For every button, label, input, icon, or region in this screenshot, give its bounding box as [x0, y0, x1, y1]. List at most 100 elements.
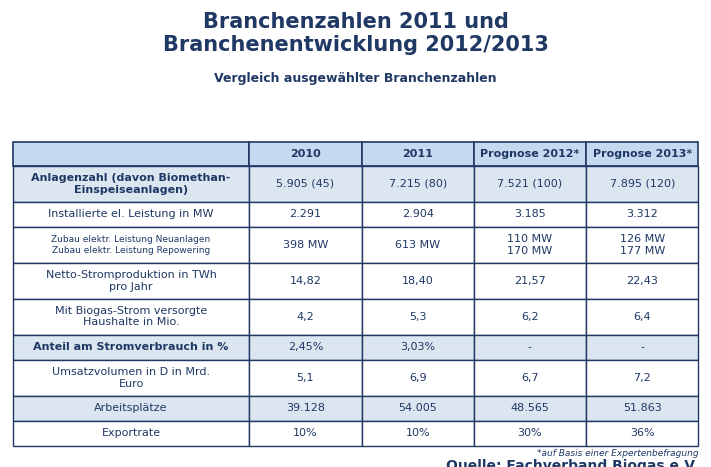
Bar [586, 396, 698, 421]
Text: 10%: 10% [405, 428, 430, 439]
Text: 6,4: 6,4 [634, 311, 651, 322]
Text: 51.863: 51.863 [623, 403, 661, 413]
Bar [586, 166, 698, 202]
Text: 4,2: 4,2 [296, 311, 314, 322]
Text: 2011: 2011 [402, 149, 433, 159]
Bar [13, 396, 250, 421]
Text: -: - [640, 342, 644, 352]
Bar [586, 142, 698, 166]
Bar [586, 227, 698, 263]
Bar [474, 421, 586, 446]
Text: Anlagenzahl (davon Biomethan-
Einspeiseanlagen): Anlagenzahl (davon Biomethan- Einspeisea… [31, 173, 230, 195]
Bar [361, 166, 474, 202]
Bar [361, 421, 474, 446]
Bar [13, 360, 250, 396]
Bar [250, 142, 361, 166]
Text: Installierte el. Leistung in MW: Installierte el. Leistung in MW [48, 209, 214, 219]
Text: 14,82: 14,82 [289, 276, 321, 286]
Text: 2010: 2010 [290, 149, 321, 159]
Bar [13, 263, 250, 299]
Bar [586, 263, 698, 299]
Bar [13, 166, 250, 202]
Text: -: - [528, 342, 532, 352]
Text: Exportrate: Exportrate [102, 428, 161, 439]
Text: Umsatzvolumen in D in Mrd.
Euro: Umsatzvolumen in D in Mrd. Euro [52, 367, 210, 389]
Bar [13, 421, 250, 446]
Text: 7.895 (120): 7.895 (120) [609, 179, 675, 189]
Bar [250, 396, 361, 421]
Text: 30%: 30% [518, 428, 542, 439]
Bar [250, 166, 361, 202]
Text: 6,7: 6,7 [521, 373, 539, 383]
Bar [13, 299, 250, 335]
Text: 7.215 (80): 7.215 (80) [388, 179, 447, 189]
Bar [474, 263, 586, 299]
Text: Netto-Stromproduktion in TWh
pro Jahr: Netto-Stromproduktion in TWh pro Jahr [46, 270, 216, 291]
Text: 7.521 (100): 7.521 (100) [498, 179, 562, 189]
Bar [361, 202, 474, 227]
Text: 39.128: 39.128 [286, 403, 325, 413]
Text: 6,2: 6,2 [521, 311, 539, 322]
Bar [250, 360, 361, 396]
Text: 6,9: 6,9 [409, 373, 427, 383]
Bar [250, 335, 361, 360]
Bar [586, 202, 698, 227]
Text: *auf Basis einer Expertenbefragung: *auf Basis einer Expertenbefragung [537, 449, 698, 458]
Bar [586, 335, 698, 360]
Text: 36%: 36% [630, 428, 655, 439]
Bar [13, 227, 250, 263]
Text: 2,45%: 2,45% [288, 342, 323, 352]
Bar [586, 360, 698, 396]
Bar [586, 299, 698, 335]
Text: 3.185: 3.185 [514, 209, 546, 219]
Text: 126 MW
177 MW: 126 MW 177 MW [619, 234, 665, 255]
Bar [474, 166, 586, 202]
Bar [474, 142, 586, 166]
Text: 5,1: 5,1 [296, 373, 314, 383]
Bar [250, 202, 361, 227]
Text: Quelle: Fachverband Biogas e.V.: Quelle: Fachverband Biogas e.V. [446, 459, 698, 467]
Text: 2.291: 2.291 [289, 209, 321, 219]
Bar [474, 202, 586, 227]
Text: 22,43: 22,43 [626, 276, 658, 286]
Bar [361, 360, 474, 396]
Bar [474, 396, 586, 421]
Bar [361, 263, 474, 299]
Text: Vergleich ausgewählter Branchenzahlen: Vergleich ausgewählter Branchenzahlen [214, 72, 497, 85]
Bar [361, 227, 474, 263]
Bar [13, 202, 250, 227]
Text: 398 MW: 398 MW [283, 240, 328, 250]
Text: Arbeitsplätze: Arbeitsplätze [95, 403, 168, 413]
Bar [250, 421, 361, 446]
Text: 3.312: 3.312 [626, 209, 658, 219]
Text: 21,57: 21,57 [514, 276, 546, 286]
Bar [250, 227, 361, 263]
Text: Prognose 2012*: Prognose 2012* [480, 149, 579, 159]
Bar [250, 263, 361, 299]
Bar [474, 299, 586, 335]
Text: 613 MW: 613 MW [395, 240, 440, 250]
Text: 54.005: 54.005 [398, 403, 437, 413]
Text: 5,3: 5,3 [409, 311, 427, 322]
Bar [586, 421, 698, 446]
Bar [361, 142, 474, 166]
Bar [13, 335, 250, 360]
Bar [361, 396, 474, 421]
Text: Prognose 2013*: Prognose 2013* [592, 149, 692, 159]
Bar [361, 299, 474, 335]
Text: 7,2: 7,2 [634, 373, 651, 383]
Text: 10%: 10% [293, 428, 318, 439]
Bar [361, 335, 474, 360]
Bar [13, 142, 250, 166]
Bar [474, 335, 586, 360]
Text: 110 MW
170 MW: 110 MW 170 MW [508, 234, 552, 255]
Text: Anteil am Stromverbrauch in %: Anteil am Stromverbrauch in % [33, 342, 229, 352]
Bar [474, 227, 586, 263]
Bar [250, 299, 361, 335]
Text: 3,03%: 3,03% [400, 342, 435, 352]
Text: 5.905 (45): 5.905 (45) [277, 179, 334, 189]
Text: 18,40: 18,40 [402, 276, 434, 286]
Text: Branchenentwicklung 2012/2013: Branchenentwicklung 2012/2013 [163, 35, 548, 55]
Text: Zubau elektr. Leistung Neuanlagen
Zubau elektr. Leistung Repowering: Zubau elektr. Leistung Neuanlagen Zubau … [51, 235, 210, 255]
Text: Mit Biogas-Strom versorgte
Haushalte in Mio.: Mit Biogas-Strom versorgte Haushalte in … [55, 306, 207, 327]
